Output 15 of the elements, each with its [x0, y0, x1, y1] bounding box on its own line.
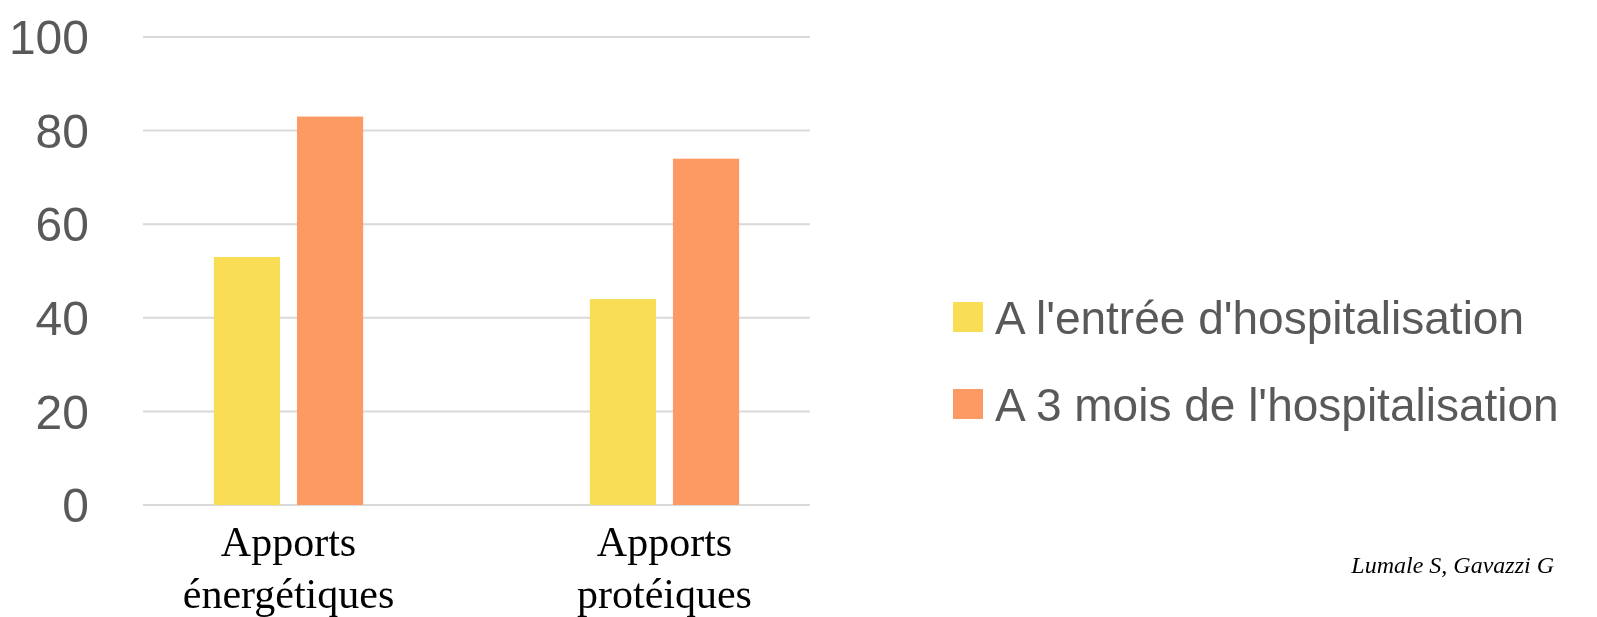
y-tick-label: 0 [62, 479, 89, 533]
bar [589, 299, 657, 505]
x-tick-label: Apports énergétiques [182, 519, 395, 617]
legend-label: A 3 mois de l'hospitalisation [995, 378, 1559, 431]
bar [296, 116, 364, 505]
legend-label: A l'entrée d'hospitalisation [995, 291, 1525, 344]
y-tick-label: 100 [8, 11, 89, 65]
y-tick-label: 60 [35, 198, 89, 252]
y-tick-label: 80 [35, 104, 89, 158]
text: Lumale S, Gavazzi G [1350, 552, 1554, 578]
y-tick-label: 40 [35, 292, 89, 346]
x-tick-label: Apports protéiques [577, 519, 752, 617]
bar [672, 158, 740, 505]
bar [213, 256, 281, 505]
y-tick-label: 20 [35, 385, 89, 439]
